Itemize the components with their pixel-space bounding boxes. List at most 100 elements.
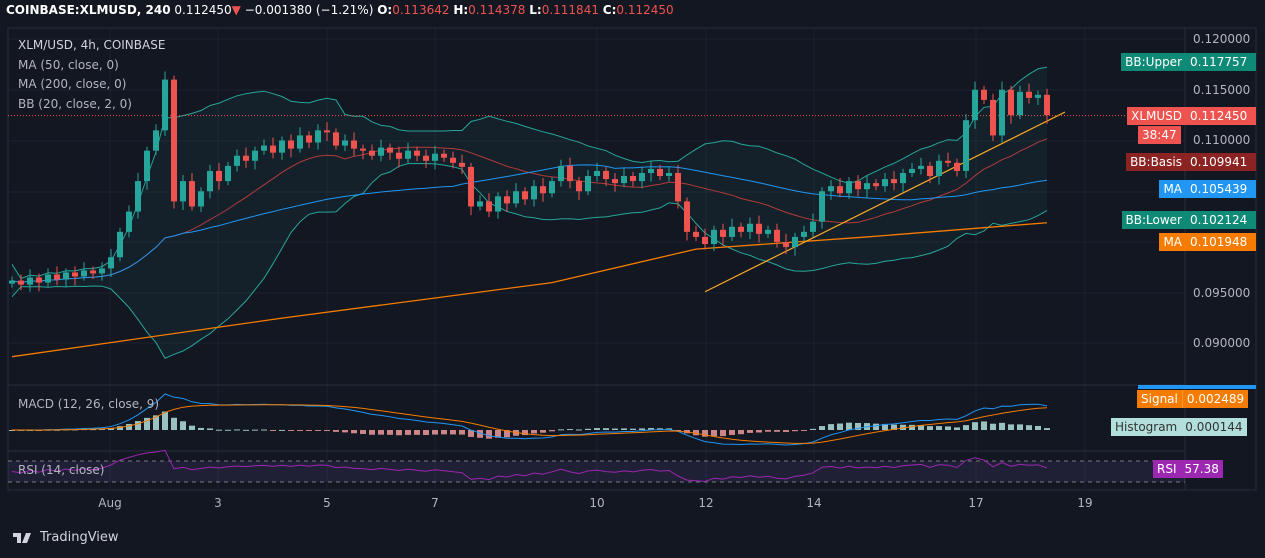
macd-histogram-bar <box>189 425 195 430</box>
legend-macd[interactable]: MACD (12, 26, close, 9) <box>18 397 160 411</box>
macd-histogram-bar <box>495 430 501 438</box>
macd-histogram-bar <box>441 430 447 435</box>
candle-body <box>549 181 555 194</box>
macd-histogram-bar <box>972 422 978 430</box>
price-axis-label: 0.090000 <box>1193 336 1251 350</box>
macd-histogram-bar <box>234 429 240 431</box>
candle-body <box>639 172 645 182</box>
candle-body <box>360 148 366 151</box>
candle-body <box>486 201 492 212</box>
candle-body <box>711 229 717 245</box>
price-axis-label: 0.110000 <box>1193 133 1251 147</box>
macd-histogram-bar <box>396 430 402 436</box>
price-tag-label: BB:Lower <box>1121 211 1186 229</box>
candle-body <box>882 179 888 187</box>
macd-histogram-bar <box>270 430 276 431</box>
chart-title: XLM/USD, 4h, COINBASE <box>18 38 166 52</box>
macd-histogram-bar <box>99 428 105 430</box>
ma50-line <box>11 164 1048 284</box>
candle-body <box>270 145 276 153</box>
candle-body <box>342 140 348 146</box>
macd-histogram-bar <box>351 430 357 434</box>
close-value: 0.112450 <box>616 3 674 17</box>
candle-body <box>387 147 393 153</box>
macd-histogram-bar <box>801 430 807 431</box>
macd-histogram-bar <box>432 430 438 435</box>
price-tag: BB:Basis 0.109941 <box>1126 153 1256 171</box>
candle-body <box>477 201 483 207</box>
candle-body <box>837 186 843 194</box>
macd-histogram-bar <box>198 427 204 430</box>
macd-histogram-bar <box>927 426 933 430</box>
macd-histogram-bar <box>891 424 897 430</box>
candle-body <box>63 272 69 280</box>
candle-body <box>18 280 24 285</box>
candle-body <box>1044 94 1050 116</box>
macd-histogram-bar <box>279 429 285 431</box>
candle-body <box>162 79 168 131</box>
legend-ma200[interactable]: MA (200, close, 0) <box>18 77 127 91</box>
candle-body <box>963 120 969 171</box>
macd-histogram-bar <box>936 426 942 430</box>
legend-rsi[interactable]: RSI (14, close) <box>18 463 105 477</box>
candle-body <box>396 152 402 159</box>
last-price: 0.112450 <box>174 3 232 17</box>
legend-ma50[interactable]: MA (50, close, 0) <box>18 57 119 72</box>
candle-body <box>981 89 987 100</box>
histogram-value: 0.000144 <box>1185 420 1243 434</box>
signal-line <box>11 404 1048 444</box>
macd-histogram-bar <box>459 430 465 435</box>
candle-body <box>648 168 654 173</box>
macd-histogram-bar <box>648 428 654 430</box>
candle-body <box>675 172 681 202</box>
rsi-tag: RSI 57.38 <box>1153 460 1223 478</box>
macd-histogram-bar <box>486 430 492 439</box>
macd-histogram-bar <box>135 421 141 430</box>
high-value: 0.114378 <box>468 3 526 17</box>
candle-body <box>135 181 141 212</box>
tradingview-logo[interactable]: TradingView <box>12 530 119 545</box>
macd-histogram-bar <box>882 423 888 430</box>
macd-histogram-bar <box>288 430 294 431</box>
candle-body <box>585 176 591 192</box>
countdown-tag: 38:47 <box>1138 126 1181 144</box>
macd-histogram-bar <box>207 428 213 430</box>
candle-body <box>243 155 249 161</box>
macd-histogram-bar <box>675 430 681 431</box>
macd-histogram-bar <box>315 430 321 431</box>
macd-histogram-bar <box>243 429 249 431</box>
candle-body <box>765 229 771 234</box>
candle-body <box>1008 89 1014 116</box>
macd-histogram-bar <box>963 425 969 430</box>
price-tag-label: BB:Basis <box>1126 153 1186 171</box>
candle-body <box>333 132 339 146</box>
symbol-header: COINBASE:XLMUSD, 240 0.112450▼ −0.001380… <box>6 3 674 17</box>
candle-body <box>72 272 78 277</box>
candle-body <box>594 170 600 177</box>
macd-histogram-bar <box>999 422 1005 430</box>
candle-body <box>819 191 825 222</box>
indicator-legend: XLM/USD, 4h, COINBASE MA (50, close, 0) … <box>18 36 165 114</box>
time-axis-label: 3 <box>214 496 222 510</box>
macd-histogram-bar <box>900 424 906 430</box>
legend-bb[interactable]: BB (20, close, 2, 0) <box>18 96 132 111</box>
candle-body <box>873 183 879 187</box>
candle-body <box>216 170 222 182</box>
candle-body <box>612 179 618 184</box>
macd-histogram-bar <box>855 422 861 430</box>
macd-histogram-bar <box>405 430 411 435</box>
candle-body <box>756 223 762 234</box>
candle-body <box>945 160 951 163</box>
candle-body <box>9 280 15 284</box>
macd-histogram-bar <box>468 430 474 437</box>
macd-histogram-bar <box>954 427 960 430</box>
macd-histogram-bar <box>225 429 231 431</box>
candle-body <box>504 196 510 204</box>
high-label: H: <box>453 3 469 17</box>
time-axis-label: 12 <box>698 496 714 510</box>
candle-body <box>918 165 924 169</box>
macd-histogram-bar <box>657 428 663 430</box>
candle-body <box>738 226 744 232</box>
candle-body <box>936 160 942 177</box>
